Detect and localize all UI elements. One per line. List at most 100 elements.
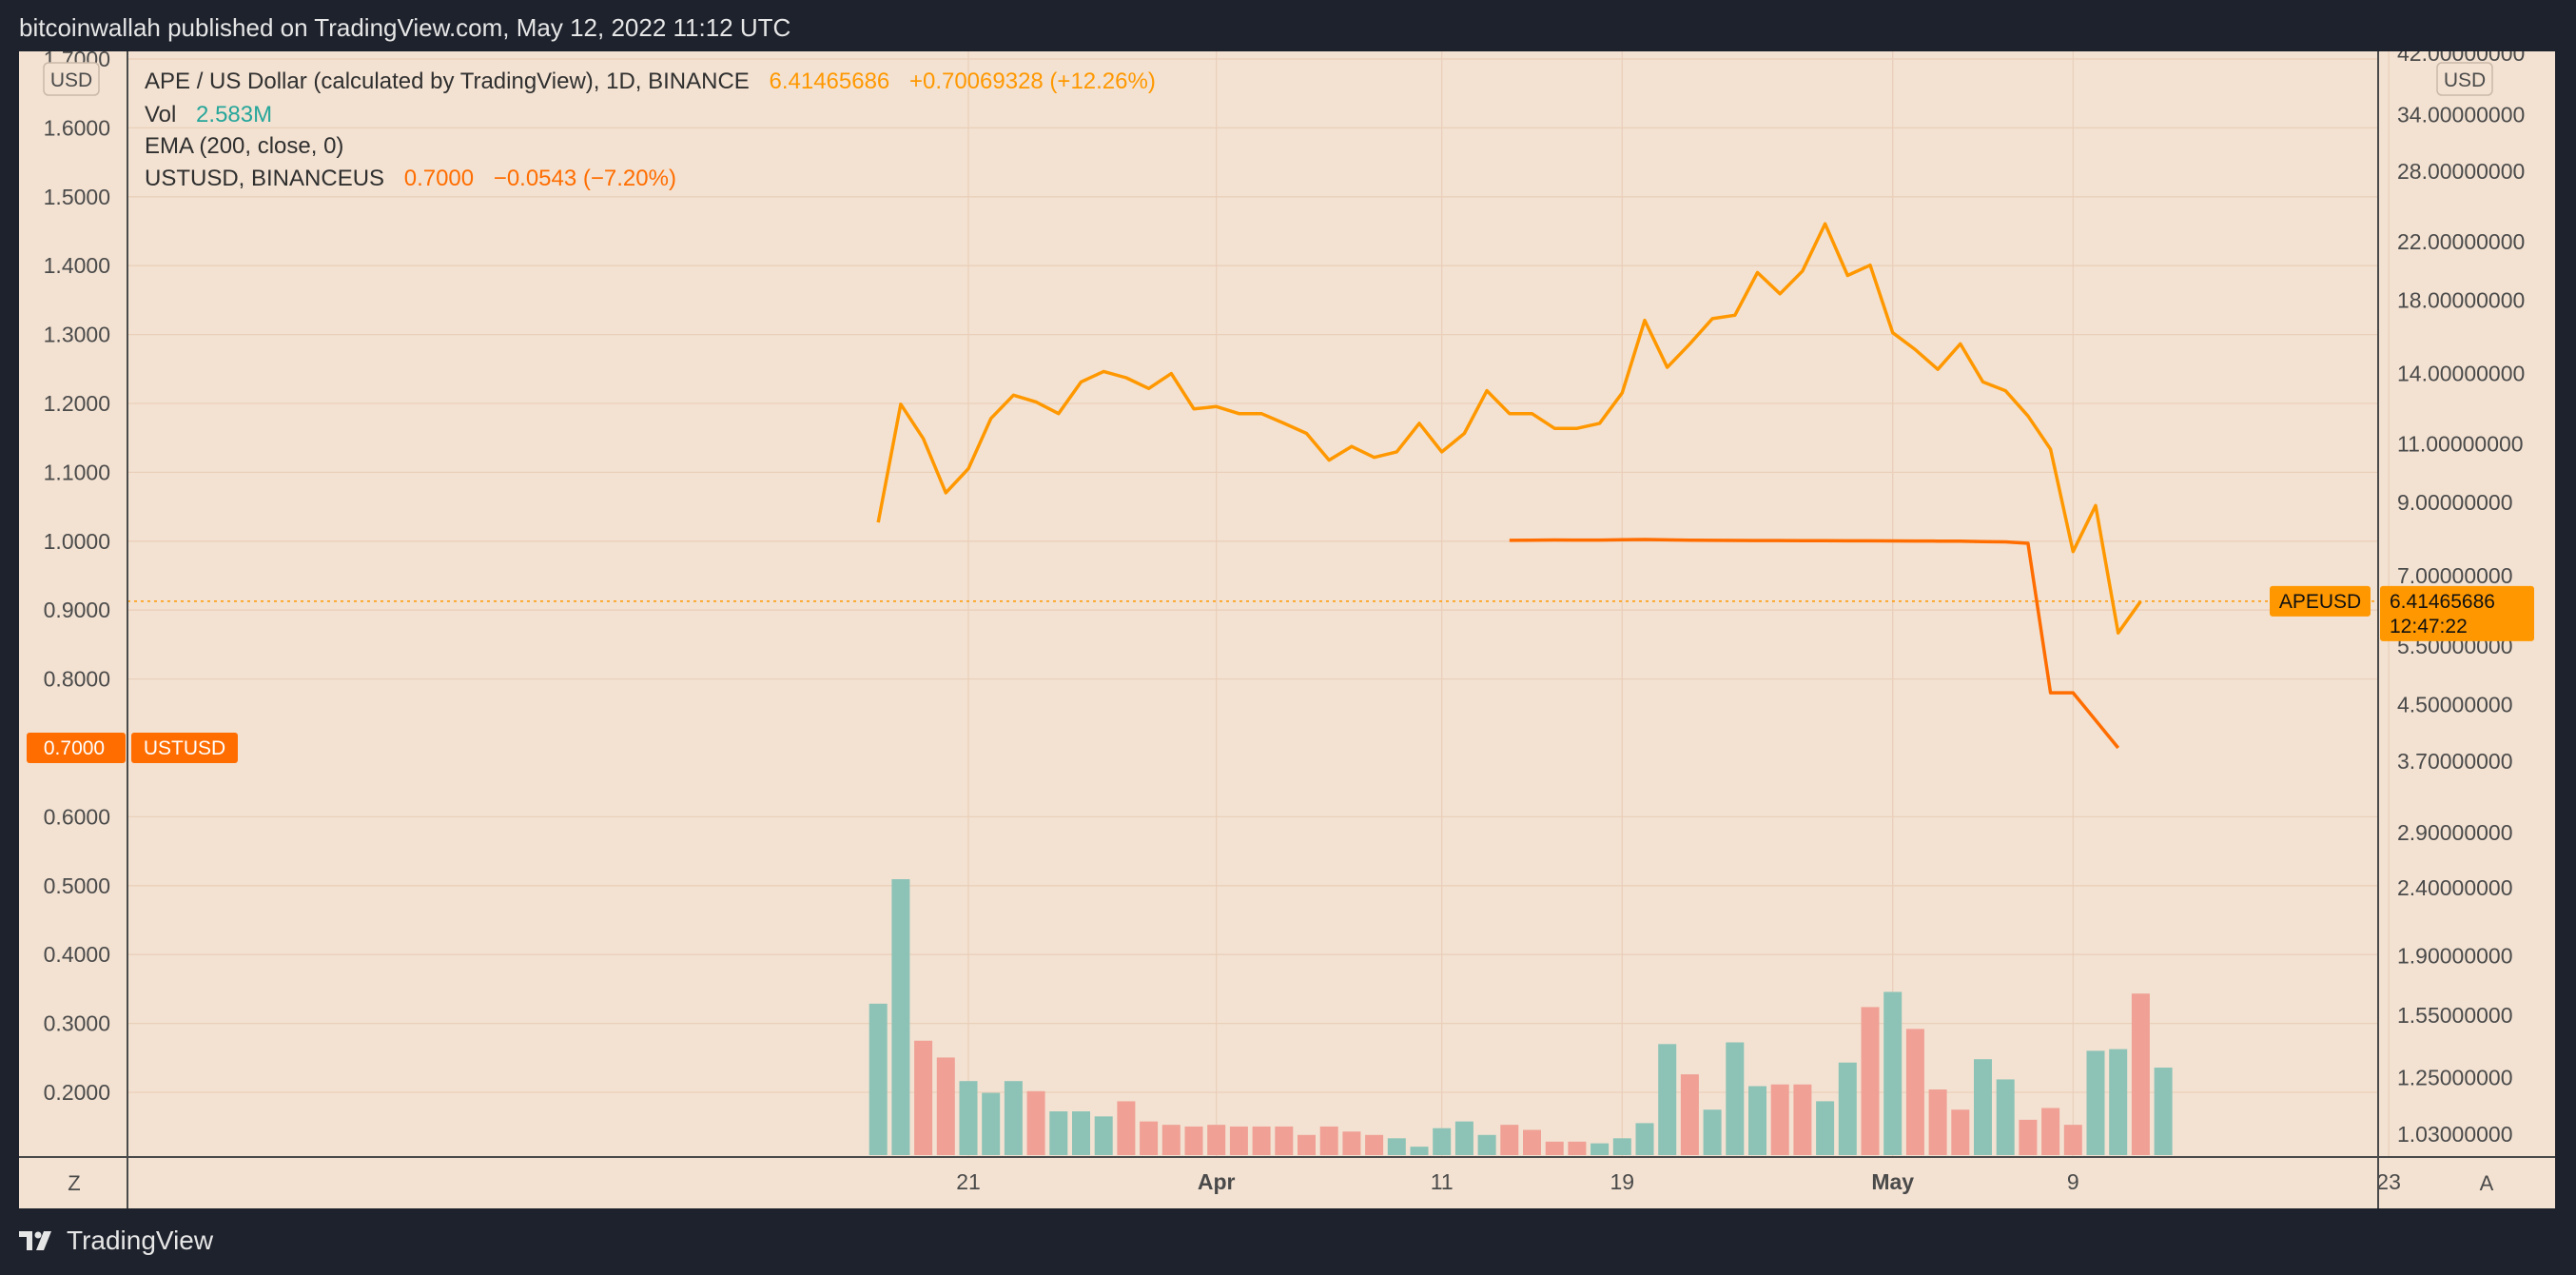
a-button[interactable]: A <box>2480 1171 2494 1195</box>
volume-bar <box>891 879 910 1155</box>
volume-bar <box>1387 1138 1406 1155</box>
a-button-box[interactable] <box>2471 1167 2502 1196</box>
ustusd-badge: 0.7000 USTUSD <box>27 733 238 763</box>
volume-bar <box>1004 1081 1023 1155</box>
volume-bar <box>1635 1123 1654 1155</box>
right-tick-label: 18.00000000 <box>2397 288 2525 313</box>
right-tick-label: 2.40000000 <box>2397 875 2513 900</box>
right-tick-label: 1.25000000 <box>2397 1066 2513 1090</box>
x-axis-ticks: 21 Apr 11 19 May 9 23 <box>956 1169 2401 1194</box>
legend-ust-title: USTUSD, BINANCEUS <box>145 166 384 191</box>
volume-bar <box>1161 1125 1181 1155</box>
volume-bar <box>1996 1079 2015 1155</box>
left-tick-label: 1.6000 <box>44 115 110 140</box>
x-tick-label: 23 <box>2376 1169 2401 1194</box>
volume-bar <box>1275 1126 1294 1155</box>
volume-bar <box>1883 991 1903 1155</box>
volume-bar <box>1568 1141 1587 1155</box>
apeusd-label-bg <box>2270 585 2371 617</box>
legend-ust-price: 0.7000 <box>404 166 474 191</box>
volume-bar <box>1905 1029 1924 1155</box>
volume-bar <box>1229 1126 1248 1155</box>
ustusd-label-bg <box>131 733 238 763</box>
left-tick-label: 1.2000 <box>44 391 110 416</box>
grid <box>127 51 2390 1157</box>
volume-bar <box>2154 1068 2173 1155</box>
x-tick-label: 19 <box>1610 1169 1635 1194</box>
volume-bar <box>1951 1109 1970 1155</box>
chart-panel[interactable]: 1.7000 1.6000 1.5000 1.4000 1.3000 1.2000 1.10… <box>19 51 2555 1208</box>
left-currency-label: USD <box>50 69 92 91</box>
volume-bar <box>1365 1134 1384 1155</box>
volume-bar <box>2041 1108 2060 1155</box>
volume-bar <box>1500 1125 1519 1155</box>
left-tick-label: 0.2000 <box>44 1080 110 1105</box>
right-axis-ticks: 42.00000000 34.00000000 28.00000000 22.0000… <box>2397 51 2525 1147</box>
left-tick-label: 0.5000 <box>44 873 110 898</box>
right-tick-label: 14.00000000 <box>2397 362 2525 386</box>
legend-vol-value: 2.583M <box>196 102 272 128</box>
x-tick-label: 11 <box>1431 1169 1454 1194</box>
right-tick-label: 28.00000000 <box>2397 159 2525 184</box>
footer: TradingView <box>19 1226 213 1256</box>
footer-brand[interactable]: TradingView <box>67 1226 214 1255</box>
right-tick-label: 11.00000000 <box>2397 431 2524 456</box>
volume-bar <box>1319 1126 1338 1155</box>
volume-bar <box>1298 1134 1316 1155</box>
apeusd-price: 6.41465686 <box>2390 591 2495 613</box>
apeusd-label: APEUSD <box>2279 591 2361 613</box>
volume-bar <box>1072 1111 1090 1155</box>
volume-bar <box>1342 1131 1361 1155</box>
volume-bar <box>2086 1050 2105 1155</box>
ust-price-line <box>1509 538 2120 750</box>
volume-bar <box>1252 1126 1271 1155</box>
right-tick-label: 3.70000000 <box>2397 749 2513 774</box>
z-button-box[interactable] <box>59 1167 89 1196</box>
volume-bar <box>1523 1129 1541 1155</box>
right-tick-label: 34.00000000 <box>2397 103 2525 128</box>
left-tick-label: 1.5000 <box>44 185 110 209</box>
right-tick-label: 4.50000000 <box>2397 692 2513 716</box>
z-button[interactable]: Z <box>68 1171 80 1195</box>
volume-bar <box>1545 1141 1564 1155</box>
right-tick-label: 42.00000000 <box>2397 51 2525 66</box>
volume-bar <box>1816 1101 1835 1155</box>
right-tick-label: 22.00000000 <box>2397 229 2525 254</box>
left-tick-label: 1.1000 <box>44 460 110 484</box>
left-currency-box[interactable] <box>43 62 100 96</box>
x-tick-label: 9 <box>2067 1169 2079 1194</box>
volume-bar <box>2063 1125 2082 1155</box>
right-tick-label: 1.90000000 <box>2397 943 2513 968</box>
legend-ape-change: +0.70069328 (+12.26%) <box>909 69 1156 94</box>
right-currency-box[interactable] <box>2436 62 2493 96</box>
right-currency-label: USD <box>2444 69 2486 91</box>
volume-bar <box>1433 1128 1452 1155</box>
volume-bar <box>1207 1125 1226 1155</box>
legend-vol-label: Vol <box>145 102 176 128</box>
price-chart[interactable]: 1.70001.60001.50001.40001.30001.20001.10… <box>19 51 2555 1208</box>
left-tick-label: 0.4000 <box>44 942 110 967</box>
volume-bar <box>1140 1121 1159 1155</box>
volume-bar <box>1590 1143 1610 1155</box>
volume-bar <box>1726 1042 1745 1155</box>
publisher-header: bitcoinwallah published on TradingView.c… <box>19 13 791 42</box>
volume-bar <box>1838 1062 1857 1155</box>
volume-bars <box>868 879 2173 1155</box>
legend-ape-title: APE / US Dollar (calculated by TradingVi… <box>145 69 750 94</box>
legend-ust-change: −0.0543 (−7.20%) <box>494 166 676 191</box>
left-tick-label: 1.3000 <box>44 323 110 347</box>
right-tick-label: 2.90000000 <box>2397 820 2513 845</box>
legend-line-1: APE / US Dollar (calculated by TradingVi… <box>145 69 1156 94</box>
volume-bar <box>914 1040 933 1155</box>
volume-bar <box>1410 1147 1429 1155</box>
left-tick-label: 0.6000 <box>44 804 110 829</box>
right-tick-label: 9.00000000 <box>2397 490 2513 515</box>
ustusd-label: USTUSD <box>144 737 225 759</box>
apeusd-price-bg <box>2380 585 2534 641</box>
volume-bar <box>1748 1086 1766 1155</box>
left-tick-label: 0.8000 <box>44 667 110 692</box>
volume-bar <box>1117 1101 1136 1155</box>
ustusd-price-bg <box>27 733 126 763</box>
right-tick-label: 1.03000000 <box>2397 1122 2513 1147</box>
volume-bar <box>2109 1049 2128 1155</box>
